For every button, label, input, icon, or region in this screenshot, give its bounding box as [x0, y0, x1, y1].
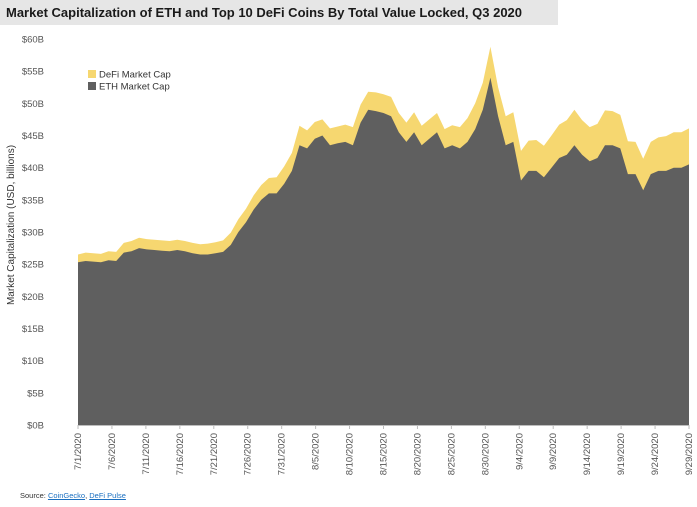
x-tick-label: 7/1/2020 [73, 433, 84, 470]
x-tick-label: 8/20/2020 [412, 433, 423, 475]
legend-label: DeFi Market Cap [99, 70, 171, 81]
y-axis: $0B $5B $10B $15B $20B $25B $30B $35B $40B $45B $5… [22, 35, 44, 432]
y-tick-label: $15B [22, 324, 44, 335]
source-link-coingecko[interactable]: CoinGecko [47, 491, 86, 500]
y-tick-label: $0B [27, 421, 44, 432]
x-tick-label: 8/25/2020 [446, 433, 457, 475]
source-note: Source: CoinGecko, DeFi Pulse [20, 491, 126, 500]
x-tick-label: 9/14/2020 [582, 433, 593, 475]
y-tick-label: $45B [22, 131, 44, 142]
title-bar: Market Capitalization of ETH and Top 10 … [0, 0, 558, 25]
y-tick-label: $35B [22, 195, 44, 206]
x-axis: 7/1/2020 7/6/2020 7/11/2020 7/16/2020 7/21/2… [73, 425, 695, 475]
legend-label: ETH Market Cap [99, 82, 170, 93]
y-axis-label: Market Capitalization (USD, billions) [6, 145, 17, 305]
x-tick-label: 8/15/2020 [379, 433, 390, 475]
source-separator: , [85, 491, 88, 500]
y-tick-label: $25B [22, 260, 44, 271]
y-tick-label: $60B [22, 35, 44, 46]
y-tick-label: $20B [22, 292, 44, 303]
x-tick-label: 7/6/2020 [107, 433, 118, 470]
x-tick-label: 8/30/2020 [480, 433, 491, 475]
x-tick-label: 9/24/2020 [650, 433, 661, 475]
x-tick-label: 8/5/2020 [311, 433, 322, 470]
chart-series [78, 46, 689, 425]
x-tick-label: 9/4/2020 [514, 433, 525, 470]
legend-swatch [88, 70, 96, 78]
x-tick-label: 7/31/2020 [277, 433, 288, 475]
x-tick-label: 9/9/2020 [548, 433, 559, 470]
x-tick-label: 9/19/2020 [616, 433, 627, 475]
x-tick-label: 9/29/2020 [684, 433, 695, 475]
x-tick-label: 7/16/2020 [175, 433, 186, 475]
source-label: Source: [20, 491, 46, 500]
y-tick-label: $40B [22, 163, 44, 174]
x-tick-label: 8/10/2020 [345, 433, 356, 475]
x-tick-label: 7/11/2020 [141, 433, 152, 475]
y-tick-label: $5B [27, 388, 44, 399]
y-tick-label: $30B [22, 228, 44, 239]
x-tick-label: 7/26/2020 [243, 433, 254, 475]
legend-swatch [88, 82, 96, 90]
x-tick-label: 7/21/2020 [209, 433, 220, 475]
y-tick-label: $10B [22, 356, 44, 367]
y-tick-label: $55B [22, 67, 44, 78]
chart-title: Market Capitalization of ETH and Top 10 … [6, 5, 523, 20]
y-tick-label: $50B [22, 99, 44, 110]
source-link-defipulse[interactable]: DeFi Pulse [89, 491, 126, 500]
series-eth-market-cap [78, 77, 689, 425]
